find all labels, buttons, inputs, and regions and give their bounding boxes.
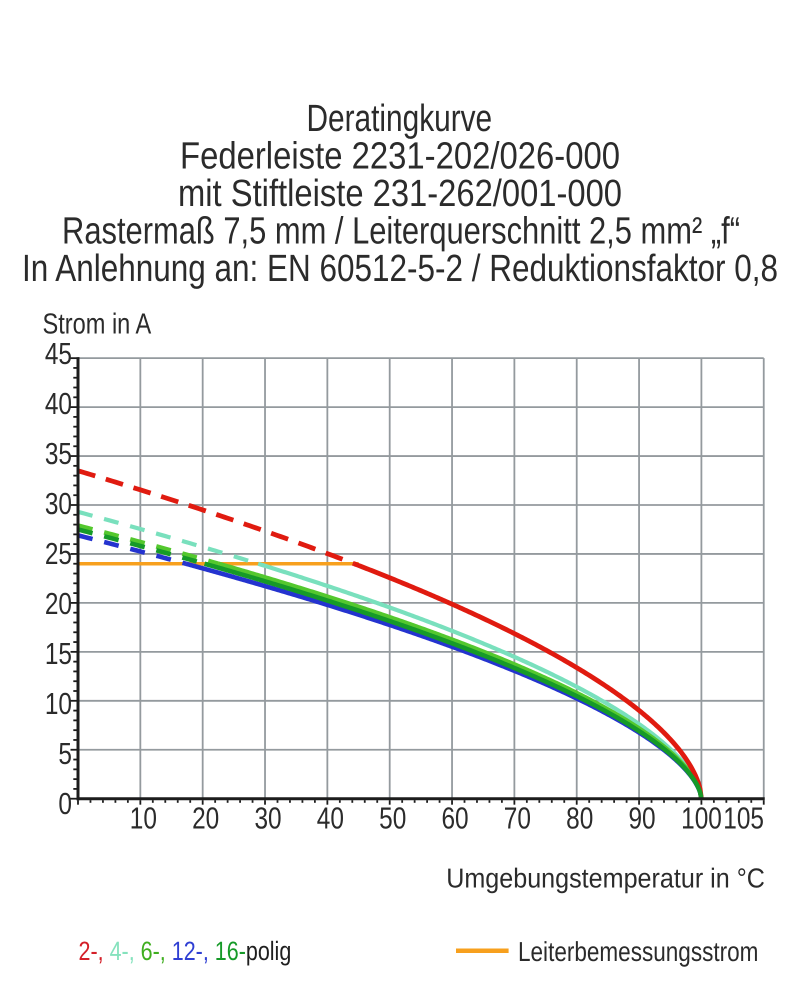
svg-text:30: 30: [45, 487, 72, 521]
svg-text:25: 25: [45, 537, 72, 571]
svg-text:mit Stiftleiste 231-262/001-00: mit Stiftleiste 231-262/001-000: [178, 173, 622, 215]
svg-text:In Anlehnung an: EN 60512-5-2: In Anlehnung an: EN 60512-5-2 / Reduktio…: [22, 248, 778, 290]
svg-text:15: 15: [45, 637, 72, 671]
svg-text:90: 90: [628, 801, 655, 835]
svg-text:80: 80: [566, 801, 593, 835]
svg-text:35: 35: [45, 437, 72, 471]
svg-text:Deratingkurve: Deratingkurve: [306, 98, 492, 140]
svg-text:30: 30: [254, 801, 281, 835]
svg-text:45: 45: [45, 337, 72, 371]
svg-text:10: 10: [130, 801, 157, 835]
svg-text:100: 100: [681, 801, 722, 835]
svg-text:Strom in A: Strom in A: [43, 309, 152, 341]
svg-text:10: 10: [45, 687, 72, 721]
svg-text:5: 5: [58, 737, 72, 771]
svg-text:50: 50: [379, 801, 406, 835]
svg-text:40: 40: [45, 387, 72, 421]
svg-text:105: 105: [723, 801, 764, 835]
svg-text:Umgebungstemperatur in °C: Umgebungstemperatur in °C: [446, 863, 765, 894]
svg-text:Leiterbemessungsstrom: Leiterbemessungsstrom: [518, 936, 758, 967]
svg-text:Rastermaß 7,5 mm / Leiterquers: Rastermaß 7,5 mm / Leiterquerschnitt 2,5…: [62, 211, 740, 253]
svg-text:Federleiste 2231-202/026-000: Federleiste 2231-202/026-000: [180, 136, 620, 178]
svg-text:0: 0: [58, 787, 72, 821]
svg-text:20: 20: [192, 801, 219, 835]
svg-text:20: 20: [45, 587, 72, 621]
svg-text:70: 70: [504, 801, 531, 835]
svg-text:60: 60: [441, 801, 468, 835]
svg-text:40: 40: [317, 801, 344, 835]
svg-text:2-, 4-, 6-, 12-, 16-polig: 2-, 4-, 6-, 12-, 16-polig: [79, 936, 292, 966]
